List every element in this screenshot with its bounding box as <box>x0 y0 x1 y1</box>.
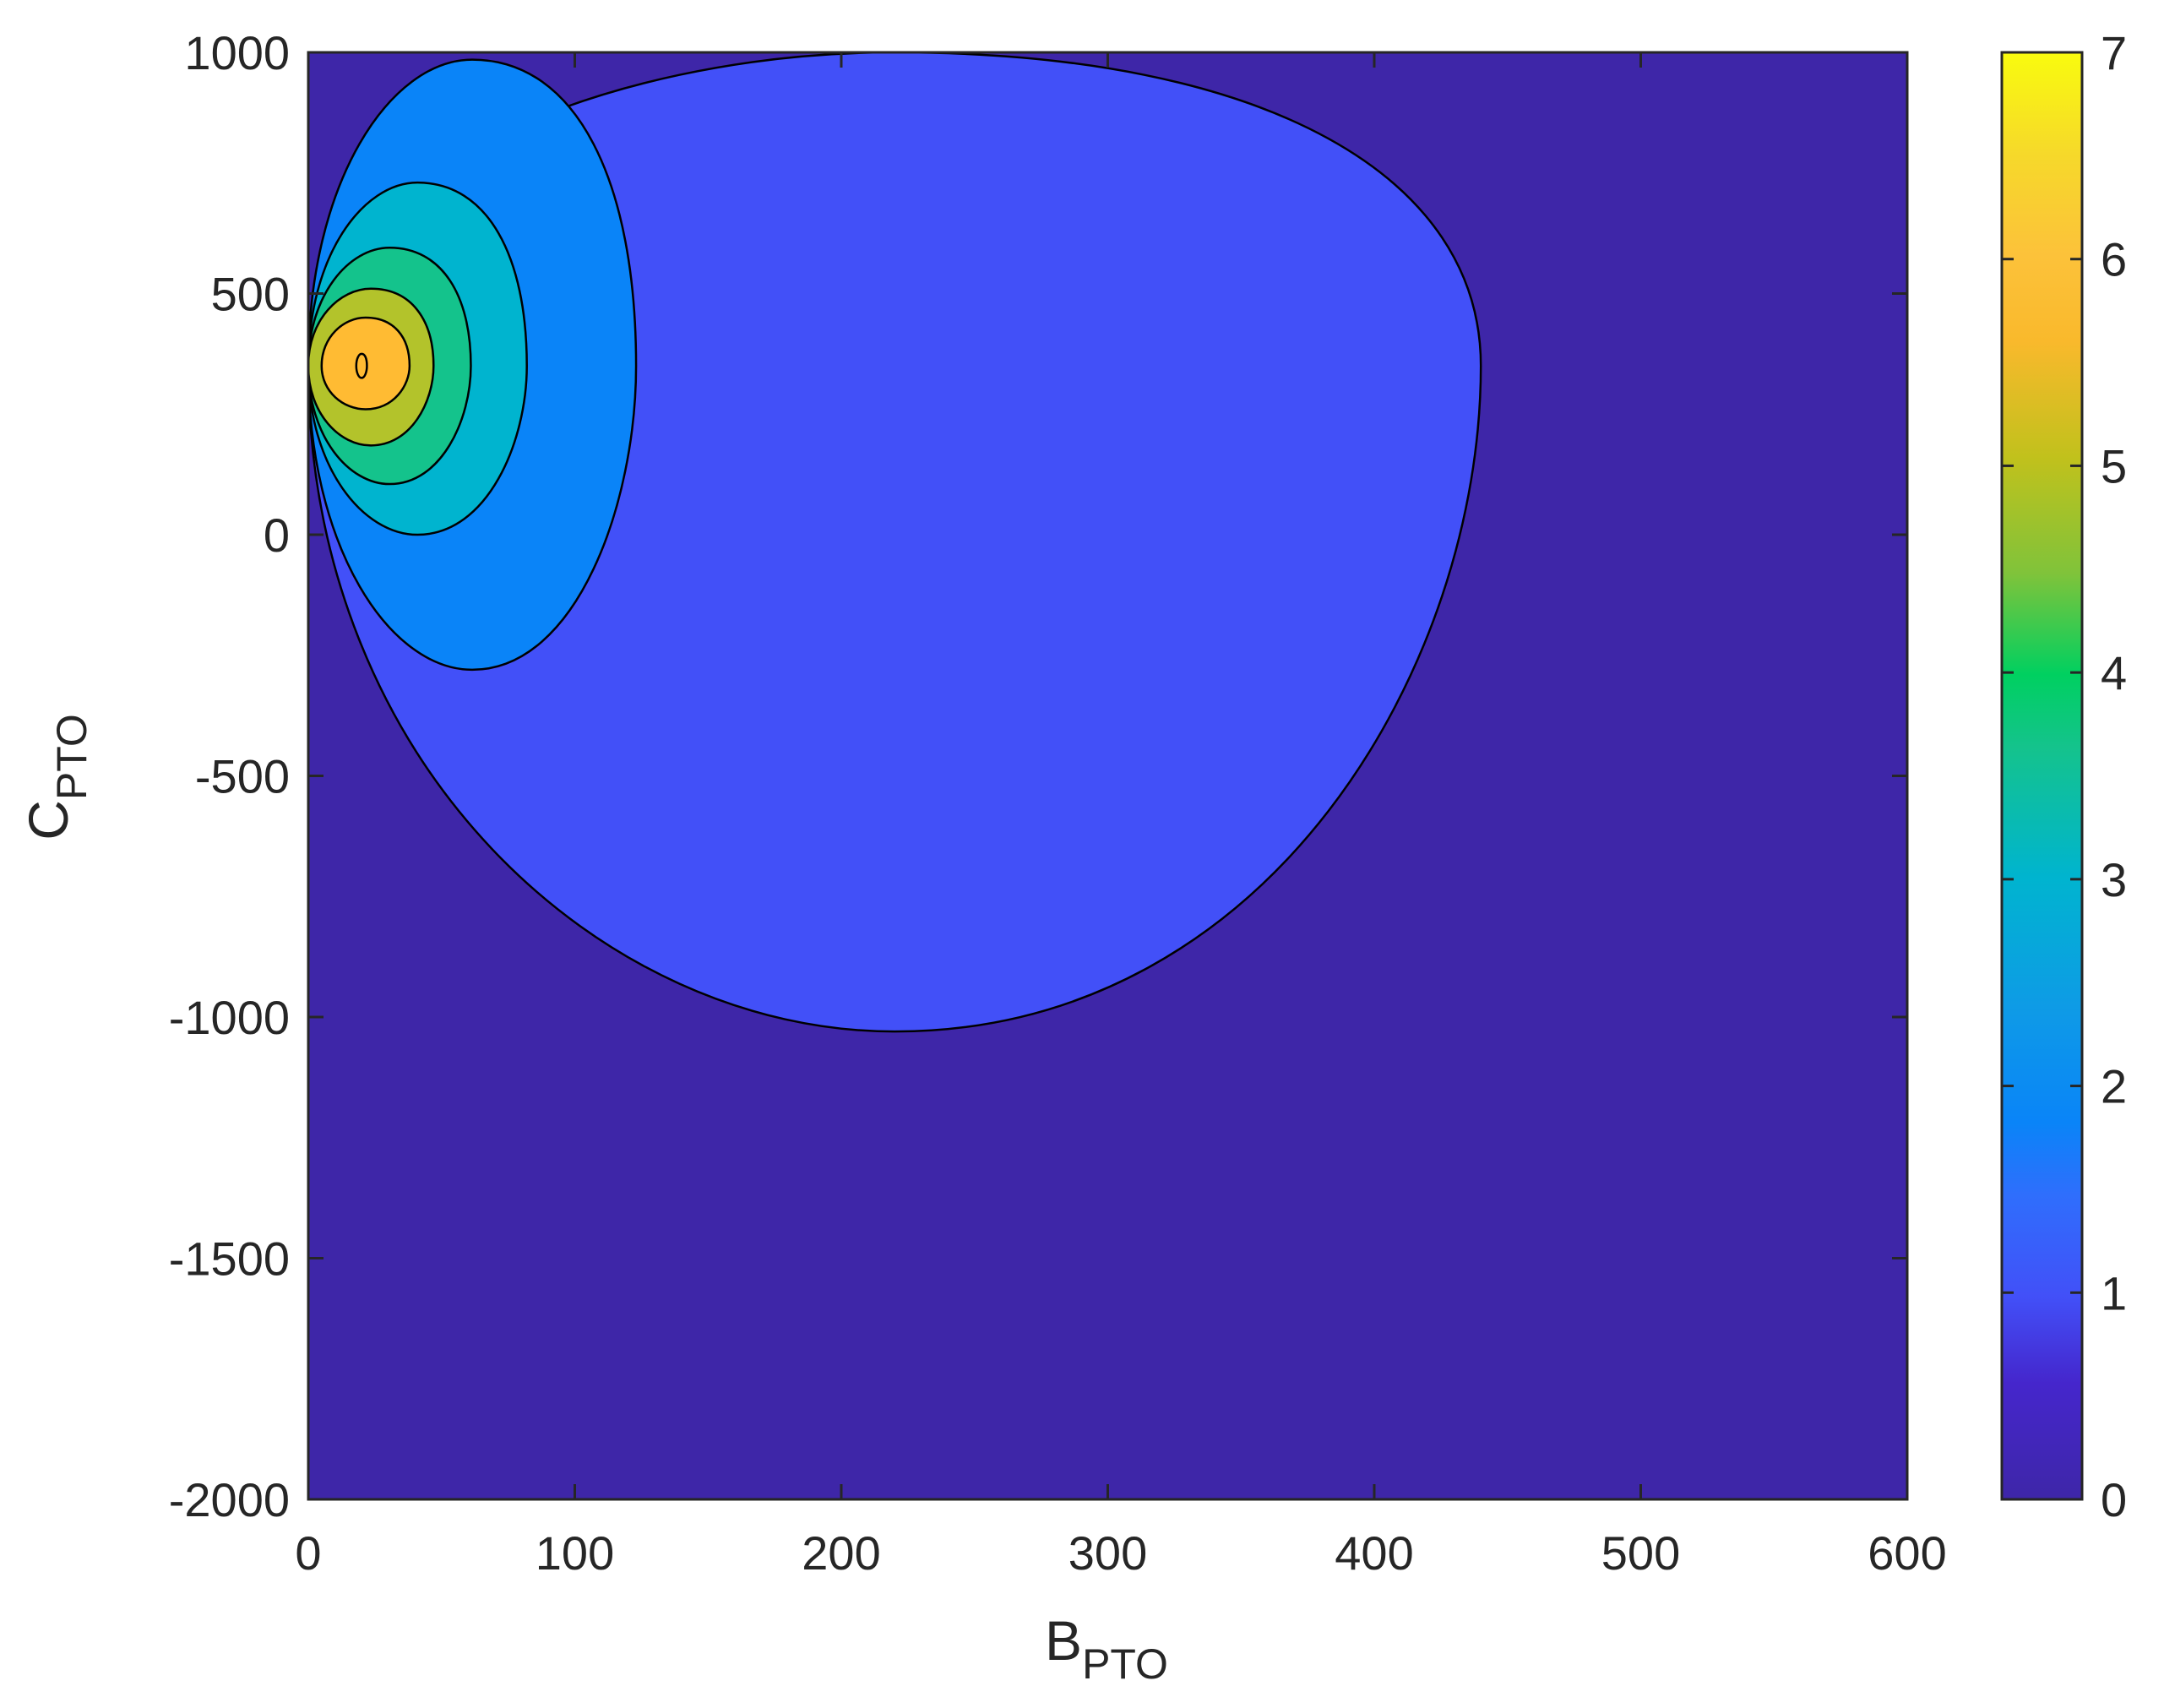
x-axis-ticks: 0 100 200 300 400 500 600 <box>295 52 1947 1580</box>
colorbar-tick-label: 6 <box>2101 233 2127 286</box>
colorbar-tick-label: 7 <box>2101 26 2127 79</box>
y-axis-ticks: -2000 -1500 -1000 -500 0 500 1000 <box>169 26 1907 1526</box>
x-axis-label-sub: PTO <box>1082 1640 1168 1688</box>
plot-area <box>307 51 1909 1501</box>
x-axis-label: BPTO <box>1045 1609 1168 1688</box>
colorbar-ticks: 0 1 2 3 4 5 6 7 <box>2002 26 2127 1526</box>
x-tick-label: 300 <box>1068 1526 1147 1580</box>
x-tick-label: 200 <box>802 1526 880 1580</box>
x-tick-label: 500 <box>1601 1526 1680 1580</box>
y-axis-label: CPTO <box>17 714 95 840</box>
colorbar-tick-label: 5 <box>2101 439 2127 492</box>
colorbar-tick-label: 3 <box>2101 853 2127 906</box>
y-axis-label-main: C <box>17 800 79 840</box>
x-tick-label: 100 <box>536 1526 614 1580</box>
colorbar-tick-label: 1 <box>2101 1266 2127 1319</box>
x-tick-label: 600 <box>1868 1526 1946 1580</box>
x-axis-label-main: B <box>1045 1609 1082 1672</box>
y-tick-label: 500 <box>211 268 290 321</box>
colorbar-gradient <box>2000 51 2084 1501</box>
y-tick-label: -1000 <box>169 991 290 1044</box>
y-tick-label: -2000 <box>169 1473 290 1526</box>
colorbar-tick-label: 0 <box>2101 1473 2127 1526</box>
x-tick-label: 400 <box>1335 1526 1413 1580</box>
y-tick-label: -500 <box>195 750 290 803</box>
y-tick-label: -1500 <box>169 1232 290 1286</box>
x-tick-label: 0 <box>295 1526 321 1580</box>
contour-level-7 <box>355 352 368 379</box>
colorbar: 0 1 2 3 4 5 6 7 <box>2000 26 2127 1526</box>
y-tick-label: 0 <box>264 509 290 562</box>
colorbar-tick-label: 4 <box>2101 646 2127 699</box>
y-tick-label: 1000 <box>184 26 290 79</box>
y-axis-label-sub: PTO <box>48 714 95 800</box>
contour-bands <box>308 52 1482 1033</box>
colorbar-tick-label: 2 <box>2101 1060 2127 1113</box>
